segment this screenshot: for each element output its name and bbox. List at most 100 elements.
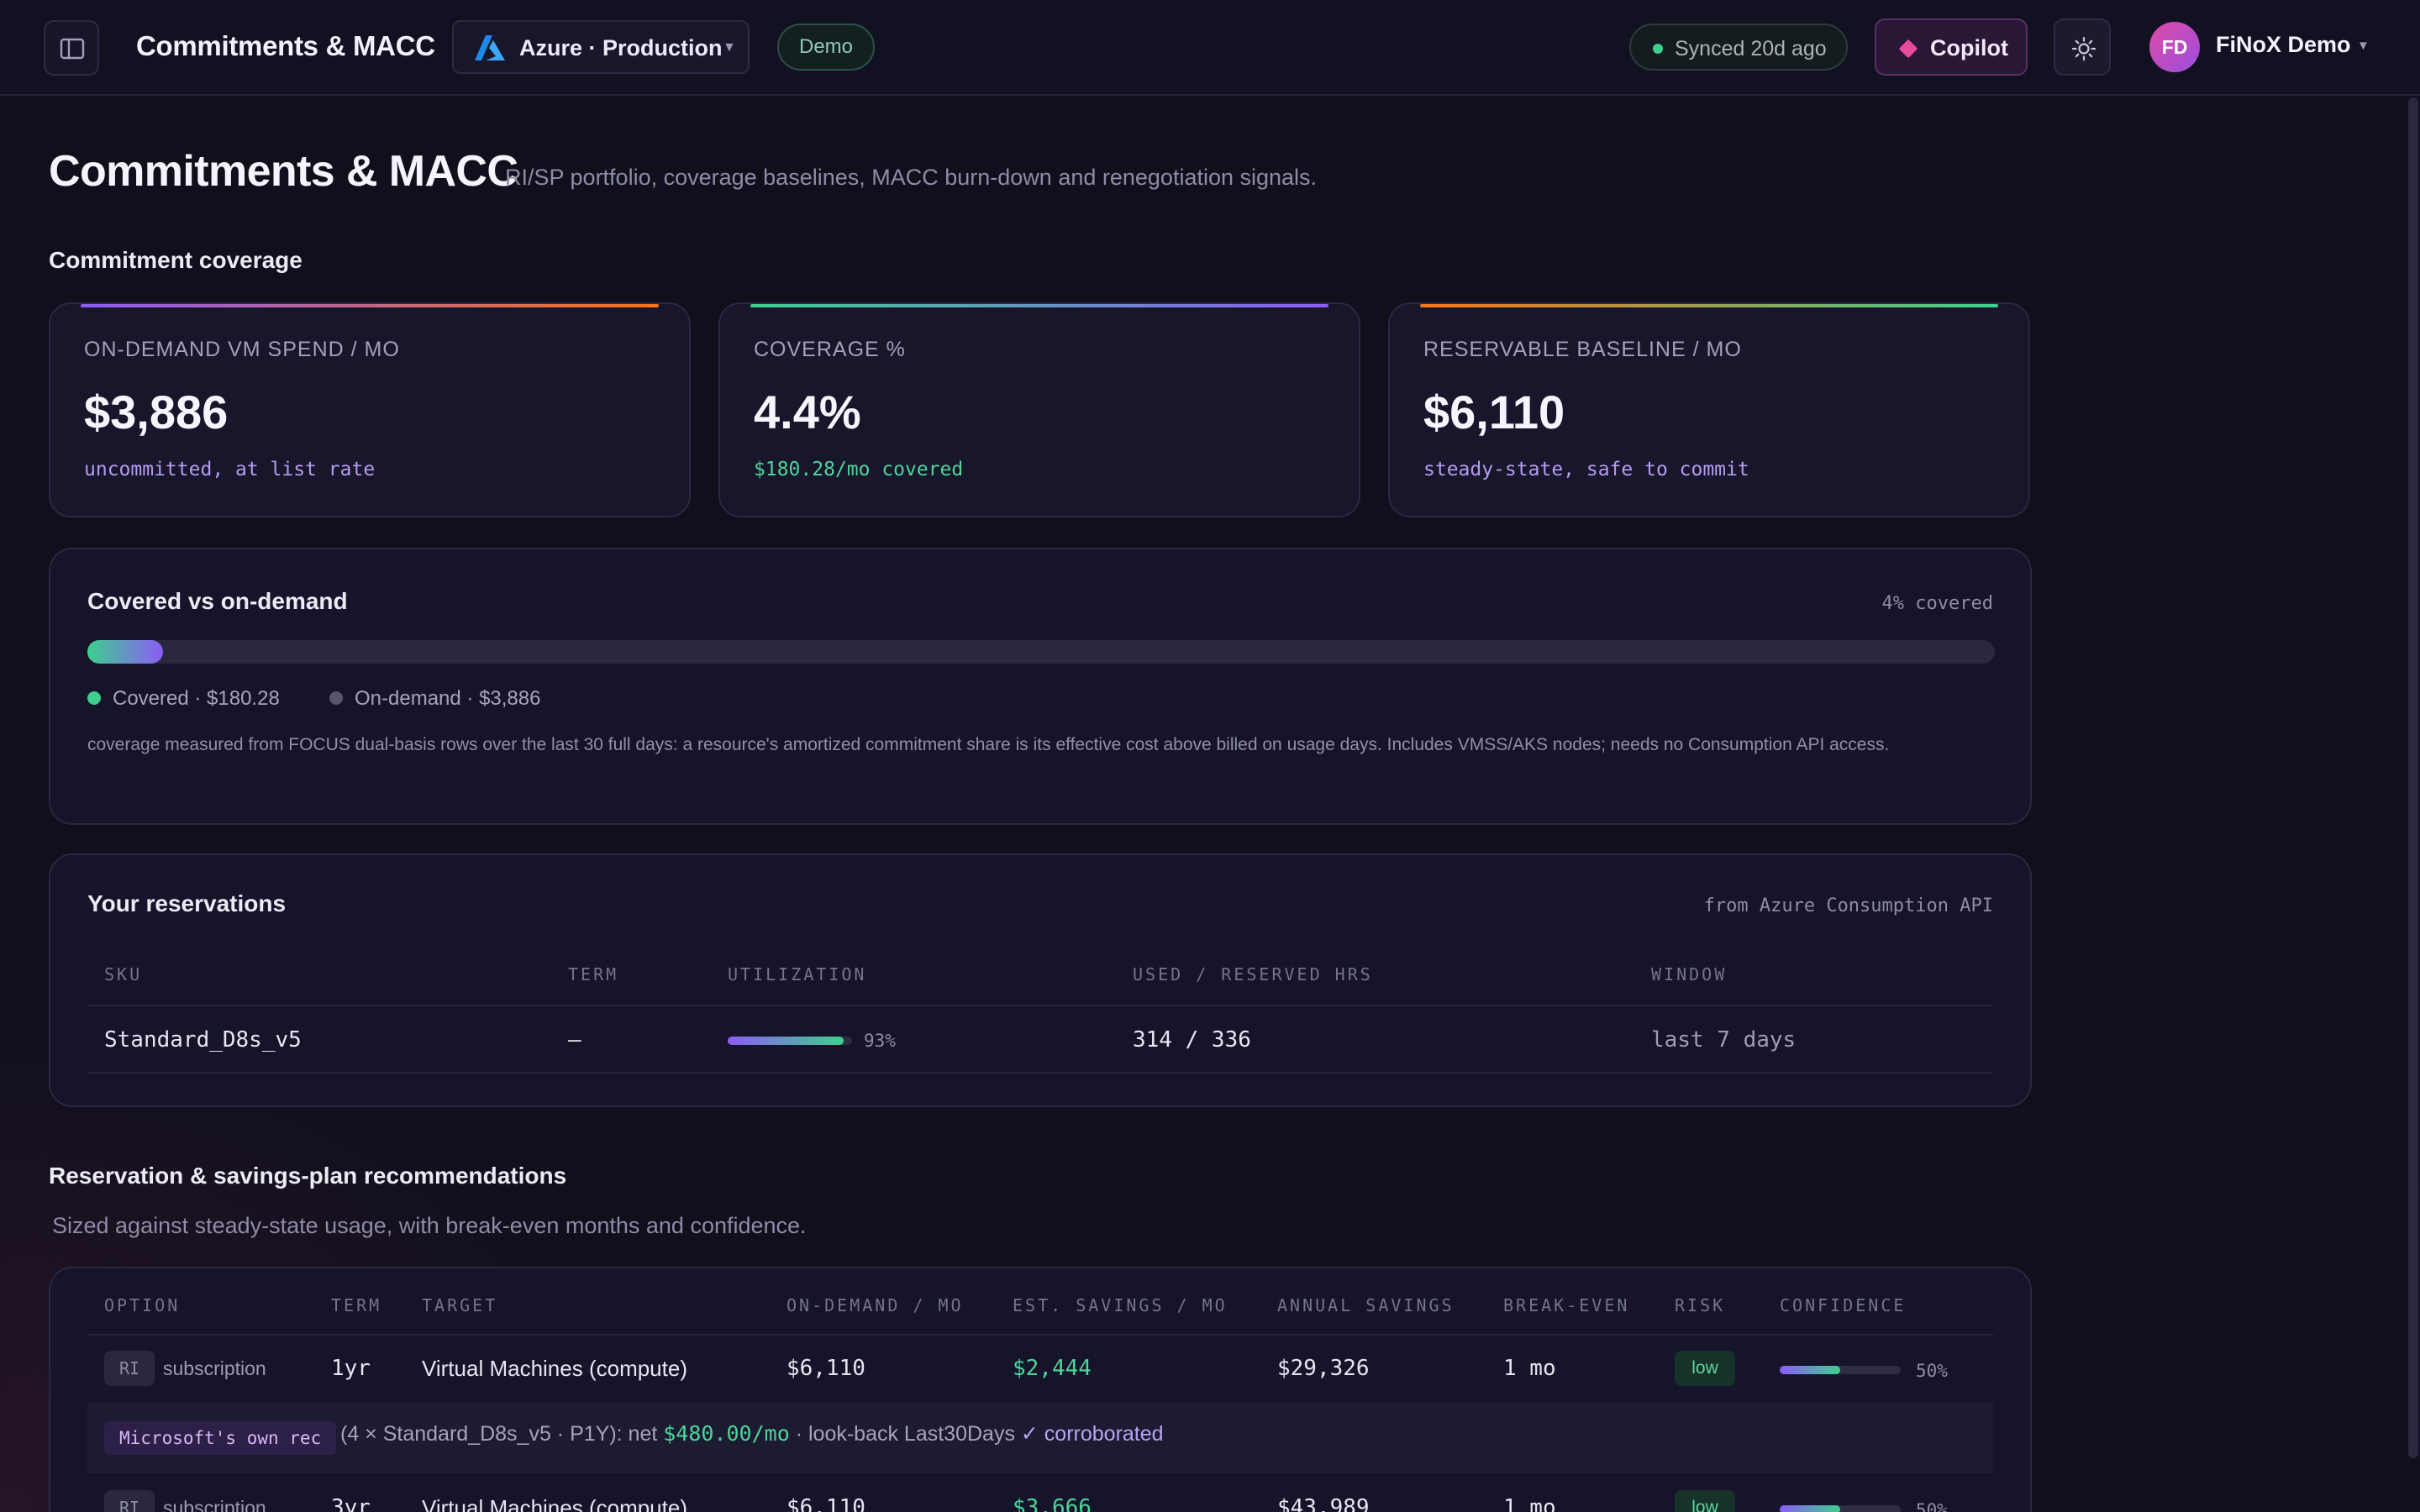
reservation-window: last 7 days <box>1651 1027 1797 1053</box>
rec-breakeven: 1 mo <box>1503 1356 1556 1381</box>
coverage-methodology-note: coverage measured from FOCUS dual-basis … <box>87 735 1890 754</box>
legend-covered-label: Covered · $180.28 <box>113 687 280 710</box>
sidebar-toggle-button[interactable] <box>44 20 99 76</box>
copilot-label: Copilot <box>1930 35 2008 60</box>
risk-badge: low <box>1675 1351 1735 1386</box>
card-accent-stripe <box>1420 304 1998 307</box>
top-bar: Commitments & MACC Azure · Production ▼ … <box>0 0 2420 96</box>
corroborated-label: ✓ corroborated <box>1020 1422 1164 1446</box>
reservations-source-label: from Azure Consumption API <box>1703 895 1993 916</box>
legend-ondemand-label: On-demand · $3,886 <box>355 687 541 710</box>
column-header: EST. SAVINGS / MO <box>1013 1295 1228 1315</box>
user-menu-name[interactable]: FiNoX Demo <box>2216 32 2351 57</box>
utilization-bar-fill <box>728 1037 844 1045</box>
confidence-bar-fill <box>1780 1366 1840 1374</box>
microsoft-rec-row: Microsoft's own rec (4 × Standard_D8s_v5… <box>87 1403 1993 1473</box>
app-title: Commitments & MACC <box>136 30 435 61</box>
demo-badge: Demo <box>777 24 875 71</box>
rec-term: 3yr <box>331 1495 371 1512</box>
rec-annual-savings: $29,326 <box>1277 1356 1370 1381</box>
rec-target: Virtual Machines (compute) <box>422 1495 687 1512</box>
kpi-note: uncommitted, at list rate <box>84 459 376 480</box>
confidence-percent: 50% <box>1916 1500 1948 1512</box>
kpi-card-reservable-baseline: RESERVABLE BASELINE / MO $6,110 steady-s… <box>1388 302 2030 517</box>
option-tag: RI <box>104 1351 155 1386</box>
rec-ondemand: $6,110 <box>786 1495 865 1512</box>
kpi-note: steady-state, safe to commit <box>1423 459 1749 480</box>
microsoft-rec-net: $480.00/mo <box>663 1421 790 1446</box>
rec-savings: $2,444 <box>1013 1356 1092 1381</box>
sync-status-text: Synced 20d ago <box>1675 37 1827 60</box>
kpi-note: $180.28/mo covered <box>754 459 964 480</box>
rec-target: Virtual Machines (compute) <box>422 1356 687 1381</box>
column-header: CONFIDENCE <box>1780 1295 1907 1315</box>
recommendations-section-title: Reservation & savings-plan recommendatio… <box>49 1163 567 1189</box>
utilization-bar <box>728 1037 852 1045</box>
sun-icon <box>2071 36 2096 61</box>
theme-toggle-button[interactable] <box>2054 18 2111 76</box>
kpi-card-coverage: COVERAGE % 4.4% $180.28/mo covered <box>718 302 1360 517</box>
diamond-icon <box>1898 39 1918 59</box>
card-accent-stripe <box>81 304 659 307</box>
kpi-label: ON-DEMAND VM SPEND / MO <box>84 338 400 361</box>
column-header: ON-DEMAND / MO <box>786 1295 964 1315</box>
confidence-bar <box>1780 1366 1901 1374</box>
reservation-sku: Standard_D8s_v5 <box>104 1027 302 1053</box>
column-header: ANNUAL SAVINGS <box>1277 1295 1455 1315</box>
column-header: RISK <box>1675 1295 1726 1315</box>
divider <box>87 1072 1993 1074</box>
microsoft-rec-lookback: · look-back Last30Days <box>795 1422 1015 1446</box>
rec-breakeven: 1 mo <box>1503 1495 1556 1512</box>
microsoft-rec-detail: (4 × Standard_D8s_v5 · P1Y): net <box>340 1422 658 1446</box>
microsoft-rec-text: (4 × Standard_D8s_v5 · P1Y): net $480.00… <box>340 1421 1164 1446</box>
recommendations-panel: OPTION TERM TARGET ON-DEMAND / MO EST. S… <box>49 1267 2032 1512</box>
option-scope: subscription <box>163 1357 266 1379</box>
confidence-bar <box>1780 1505 1901 1512</box>
confidence-bar-fill <box>1780 1505 1840 1512</box>
sidebar-panel-icon <box>60 38 85 60</box>
column-header: USED / RESERVED HRS <box>1133 964 1373 984</box>
divider <box>87 1334 1993 1336</box>
panel-title: Covered vs on-demand <box>87 588 348 614</box>
confidence-percent: 50% <box>1916 1361 1948 1381</box>
page-subtitle: RI/SP portfolio, coverage baselines, MAC… <box>505 165 1318 190</box>
utilization-percent: 93% <box>864 1031 896 1051</box>
sync-status: Synced 20d ago <box>1629 24 1848 71</box>
legend-ondemand: On-demand · $3,886 <box>329 687 540 711</box>
risk-badge: low <box>1675 1490 1735 1512</box>
environment-select[interactable]: Azure · Production ▼ <box>452 20 750 74</box>
copilot-button[interactable]: Copilot <box>1875 18 2028 76</box>
status-dot-icon <box>1653 44 1663 54</box>
legend-dot-icon <box>87 690 101 705</box>
covered-vs-ondemand-panel: Covered vs on-demand 4% covered Covered … <box>49 548 2032 825</box>
page-title: Commitments & MACC <box>49 147 518 196</box>
avatar[interactable]: FD <box>2149 22 2200 72</box>
scrollbar-thumb[interactable] <box>2408 97 2418 1458</box>
chevron-down-icon[interactable]: ▼ <box>2357 39 2370 53</box>
divider <box>87 1005 1993 1006</box>
column-header: UTILIZATION <box>728 964 867 984</box>
rec-term: 1yr <box>331 1356 371 1381</box>
reserved-hours: 314 / 336 <box>1133 1027 1251 1053</box>
option-scope: subscription <box>163 1497 266 1512</box>
microsoft-rec-tag: Microsoft's own rec <box>104 1421 337 1455</box>
reservation-term: — <box>568 1027 581 1053</box>
coverage-percent-label: 4% covered <box>1881 593 1993 614</box>
azure-logo-icon <box>475 35 505 60</box>
recommendations-subtitle: Sized against steady-state usage, with b… <box>52 1213 807 1238</box>
kpi-value: $6,110 <box>1423 386 1565 438</box>
kpi-label: COVERAGE % <box>754 338 906 361</box>
rec-ondemand: $6,110 <box>786 1356 865 1381</box>
legend-dot-icon <box>329 690 343 705</box>
panel-title: Your reservations <box>87 890 287 916</box>
kpi-value: 4.4% <box>754 386 861 438</box>
page-scrollbar[interactable] <box>2405 96 2420 1512</box>
card-accent-stripe <box>750 304 1328 307</box>
column-header: BREAK-EVEN <box>1503 1295 1630 1315</box>
kpi-value: $3,886 <box>84 386 229 438</box>
chevron-down-icon: ▼ <box>723 40 736 55</box>
column-header: TERM <box>331 1295 382 1315</box>
column-header: WINDOW <box>1651 964 1728 984</box>
legend-covered: Covered · $180.28 <box>87 687 280 711</box>
reservations-panel: Your reservations from Azure Consumption… <box>49 853 2032 1107</box>
